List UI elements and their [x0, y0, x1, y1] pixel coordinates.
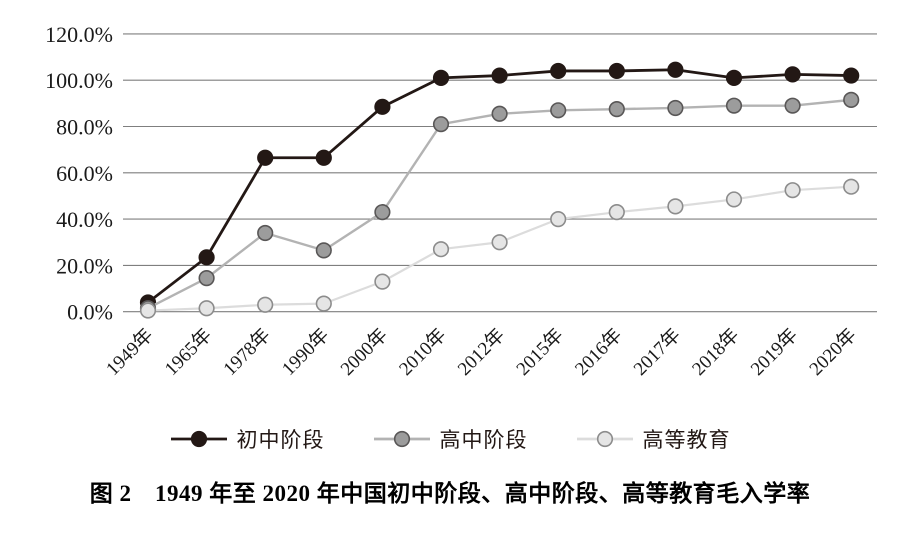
data-point-marker [374, 204, 391, 221]
legend-label-junior-secondary: 初中阶段 [236, 428, 325, 452]
data-point-marker [784, 182, 801, 199]
data-point-marker [843, 91, 860, 108]
x-axis-tick-label: 2010年 [395, 324, 451, 380]
x-axis-tick-label: 2015年 [512, 324, 568, 380]
data-point-marker [374, 273, 391, 290]
data-point-marker [608, 62, 625, 80]
legend-item-senior-secondary: 高中阶段 [373, 424, 528, 454]
x-axis-tick-label: 2017年 [629, 324, 685, 380]
data-point-marker [432, 69, 450, 86]
data-point-marker [550, 62, 567, 80]
data-point-marker [784, 97, 801, 114]
legend-label-senior-secondary: 高中阶段 [439, 428, 528, 452]
data-point-marker [257, 224, 274, 242]
x-axis-tick-label: 1949年 [102, 324, 158, 380]
data-point-marker [198, 249, 215, 266]
data-point-marker [550, 102, 567, 119]
data-point-marker [843, 178, 860, 195]
data-point-marker [315, 242, 332, 259]
legend-item-higher-education: 高等教育 [576, 424, 731, 454]
y-axis-tick-label: 60.0% [56, 161, 113, 186]
data-point-marker [491, 105, 508, 122]
data-point-marker [784, 66, 801, 83]
data-point-marker [198, 270, 215, 287]
x-axis-tick-label: 2016年 [570, 324, 626, 380]
legend-marker [190, 430, 207, 448]
x-axis-tick-label: 1965年 [160, 324, 216, 380]
x-axis-tick-label: 2019年 [746, 324, 802, 380]
data-point-marker [432, 241, 450, 258]
legend-item-junior-secondary: 初中阶段 [170, 424, 325, 454]
data-point-marker [257, 296, 274, 313]
series-line-1 [147, 98, 852, 310]
y-axis-tick-label: 0.0% [67, 300, 113, 325]
data-point-marker [257, 149, 274, 166]
legend-marker [393, 430, 410, 448]
legend-marker [596, 430, 613, 448]
legend-swatch-junior-secondary-icon [170, 430, 227, 448]
data-point-marker [139, 302, 157, 319]
data-point-marker [725, 69, 743, 86]
data-point-marker [315, 149, 332, 166]
x-axis-tick-label: 2020年 [805, 324, 861, 380]
data-point-marker [843, 67, 860, 84]
data-point-marker [667, 198, 684, 215]
legend-label-higher-education: 高等教育 [642, 428, 731, 452]
data-point-marker [608, 101, 625, 118]
data-point-marker [491, 67, 508, 84]
y-axis-tick-label: 40.0% [56, 207, 113, 232]
y-axis-tick-label: 120.0% [45, 22, 113, 47]
data-point-marker [667, 61, 684, 78]
data-point-marker [315, 295, 332, 312]
figure-caption: 图 2 1949 年至 2020 年中国初中阶段、高中阶段、高等教育毛入学率 [89, 481, 811, 506]
y-axis-tick-label: 80.0% [56, 115, 113, 140]
x-axis-tick-label: 1978年 [219, 324, 275, 380]
x-axis-tick-label: 2012年 [453, 324, 509, 380]
data-point-marker [725, 191, 743, 208]
data-point-marker [667, 99, 684, 117]
data-point-marker [491, 234, 508, 251]
line-chart-plot-area: 0.0% 20.0% 40.0% 60.0% 80.0% 100.0% 120.0% 1949… [45, 22, 877, 380]
data-point-marker [432, 116, 450, 133]
data-point-marker [198, 300, 215, 317]
data-point-marker [608, 204, 625, 221]
x-axis-tick-label: 2018年 [688, 324, 744, 380]
data-point-marker [550, 211, 567, 228]
legend-swatch-higher-education-icon [576, 430, 633, 448]
chart-legend: 初中阶段 高中阶段 高等教育 [0, 418, 900, 460]
y-axis-tick-label: 20.0% [56, 253, 113, 278]
y-axis-tick-label: 100.0% [45, 68, 113, 93]
legend-swatch-senior-secondary-icon [373, 430, 430, 448]
data-point-marker [725, 97, 743, 114]
data-point-marker [374, 98, 391, 115]
x-axis-tick-label: 2000年 [336, 324, 392, 380]
x-axis-tick-label: 1990年 [277, 324, 333, 380]
